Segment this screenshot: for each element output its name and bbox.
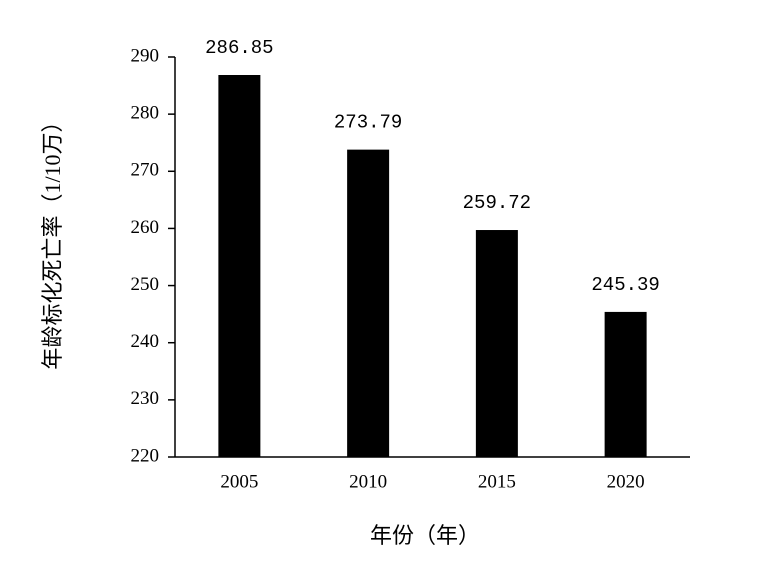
y-tick-label: 240 (131, 331, 160, 352)
x-tick-label: 2005 (220, 471, 258, 492)
bar (218, 75, 261, 457)
x-tick-label: 2015 (478, 471, 516, 492)
bar (475, 230, 518, 457)
value-label: 273.79 (334, 112, 402, 134)
y-tick-label: 230 (131, 388, 160, 409)
x-tick-label: 2020 (607, 471, 645, 492)
y-tick-label: 260 (131, 217, 160, 238)
y-tick-label: 270 (131, 160, 160, 181)
bar (604, 311, 647, 457)
y-tick-label: 280 (131, 103, 160, 124)
y-tick-label: 220 (131, 445, 160, 466)
x-tick-label: 2010 (349, 471, 387, 492)
x-axis-label: 年份（年） (370, 523, 480, 548)
value-label: 286.85 (205, 37, 273, 59)
y-tick-label: 250 (131, 274, 160, 295)
bar (347, 149, 390, 457)
y-axis-label: 年龄标化死亡率（1/10万） (40, 110, 65, 369)
value-label: 245.39 (591, 274, 659, 296)
y-tick-label: 290 (131, 45, 160, 66)
value-label: 259.72 (463, 192, 531, 214)
